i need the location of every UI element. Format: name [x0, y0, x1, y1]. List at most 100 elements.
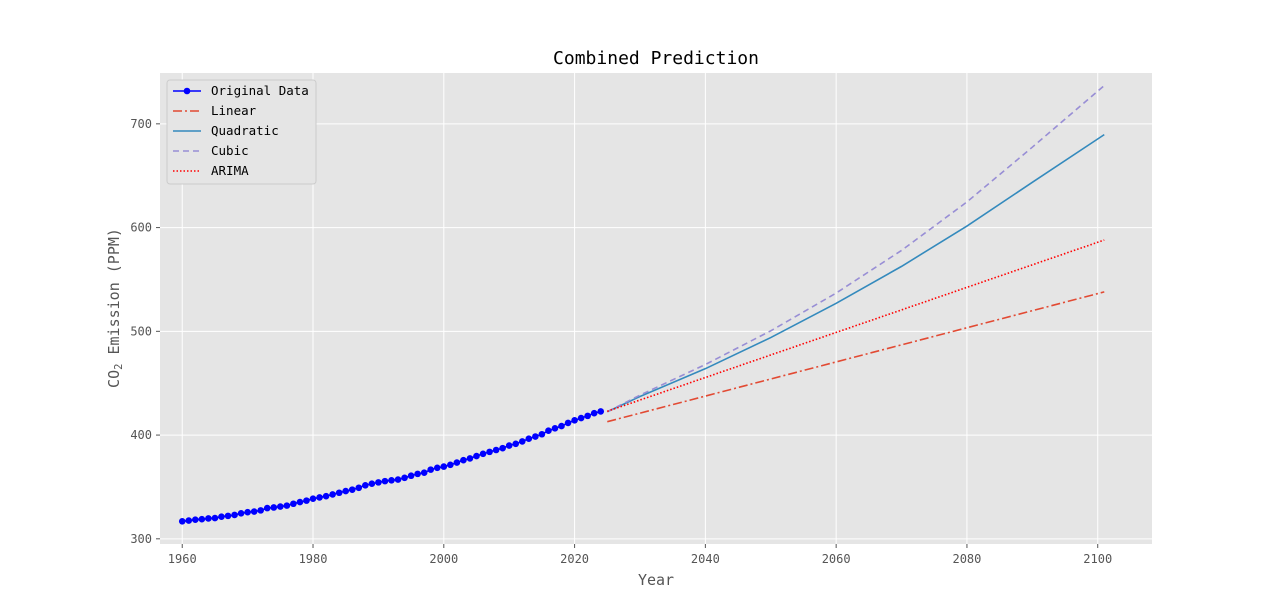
y-tick-label: 300	[130, 532, 152, 546]
data-point	[590, 409, 598, 417]
legend: Original Data Linear Quadratic Cubic ARIMA	[166, 79, 317, 185]
y-ticks: 300 400 500 600 700	[130, 117, 160, 546]
data-point	[473, 452, 480, 460]
x-ticks: 1960 1980 2000 2020 2040 2060 2080 2100	[168, 544, 1112, 566]
data-point	[355, 484, 363, 492]
data-point	[440, 463, 448, 470]
data-point	[447, 461, 454, 469]
y-tick-label: 500	[130, 324, 152, 338]
data-point	[492, 446, 500, 454]
data-point	[538, 430, 546, 438]
legend-marker	[183, 87, 191, 95]
data-point	[518, 438, 526, 445]
data-point	[460, 456, 467, 464]
x-tick-label: 2100	[1083, 552, 1112, 566]
data-point	[316, 494, 323, 501]
data-point	[466, 455, 474, 462]
plot-background	[160, 73, 1152, 544]
data-point	[407, 472, 415, 480]
data-point	[309, 495, 317, 502]
data-point	[237, 509, 245, 517]
data-point	[433, 464, 441, 472]
x-tick-label: 2080	[952, 552, 981, 566]
series-line-quadratic	[606, 133, 1105, 413]
data-point	[571, 417, 578, 424]
grid-lines	[160, 73, 1152, 544]
data-point	[342, 487, 350, 495]
data-point	[427, 466, 435, 473]
legend-label: Quadratic	[211, 123, 279, 138]
x-tick-label: 2020	[560, 552, 589, 566]
data-point	[185, 517, 193, 524]
data-point	[512, 440, 520, 448]
data-point	[420, 469, 428, 477]
series-line-arima	[607, 239, 1105, 413]
data-point	[381, 477, 389, 485]
legend-item-quadratic: Quadratic	[173, 123, 279, 138]
data-point	[577, 414, 585, 422]
x-tick-label: 2060	[822, 552, 851, 566]
data-point	[178, 517, 186, 525]
y-tick-label: 400	[130, 428, 152, 442]
data-point	[505, 442, 513, 449]
data-point	[551, 425, 559, 432]
y-axis-title: CO2 Emission (PPM)	[105, 228, 125, 388]
y-axis-title-prefix: CO	[105, 370, 123, 388]
data-point	[388, 477, 395, 484]
series-layer	[178, 84, 1105, 525]
x-tick-label: 1980	[299, 552, 328, 566]
data-point	[263, 504, 271, 512]
legend-item-linear: Linear	[173, 103, 257, 118]
data-point	[303, 497, 310, 504]
data-point	[532, 433, 539, 440]
data-point	[296, 498, 304, 506]
x-tick-label: 2000	[429, 552, 458, 566]
data-point	[414, 470, 421, 478]
data-point	[597, 408, 605, 415]
data-point	[584, 412, 591, 420]
series-linear	[607, 291, 1105, 423]
data-point	[479, 450, 487, 458]
data-point	[257, 507, 265, 514]
data-point	[348, 486, 356, 493]
x-axis-title: Year	[638, 571, 674, 589]
data-point	[211, 514, 219, 522]
series-original	[178, 408, 605, 525]
x-tick-label: 2040	[691, 552, 720, 566]
chart-title: Combined Prediction	[553, 48, 759, 69]
data-point	[198, 515, 206, 523]
data-point	[368, 480, 376, 488]
legend-item-cubic: Cubic	[173, 143, 249, 158]
legend-label: ARIMA	[211, 163, 249, 178]
series-cubic	[606, 84, 1105, 413]
data-point	[277, 503, 284, 510]
data-point	[499, 444, 506, 452]
y-tick-label: 700	[130, 117, 152, 131]
data-point	[224, 512, 232, 520]
data-point	[394, 476, 402, 483]
y-axis-title-subscript: 2	[113, 364, 125, 370]
data-point	[329, 491, 336, 498]
data-point	[218, 513, 225, 521]
data-point	[244, 508, 251, 516]
legend-label: Linear	[211, 103, 257, 118]
data-point	[322, 492, 330, 500]
data-point	[564, 419, 572, 427]
data-point	[231, 511, 238, 519]
x-tick-label: 1960	[168, 552, 197, 566]
series-arima	[607, 239, 1105, 413]
data-point	[362, 481, 369, 489]
data-point	[401, 474, 408, 482]
series-line-cubic	[606, 84, 1105, 413]
legend-label: Cubic	[211, 143, 249, 158]
data-point	[525, 435, 533, 442]
legend-items: Original Data Linear Quadratic Cubic ARIMA	[173, 83, 309, 178]
legend-box	[166, 79, 317, 185]
data-point	[250, 508, 258, 515]
data-point	[453, 459, 461, 466]
legend-item-original: Original Data	[173, 83, 309, 98]
legend-item-arima: ARIMA	[173, 163, 249, 178]
data-point	[192, 516, 199, 524]
series-line-linear	[607, 291, 1105, 423]
